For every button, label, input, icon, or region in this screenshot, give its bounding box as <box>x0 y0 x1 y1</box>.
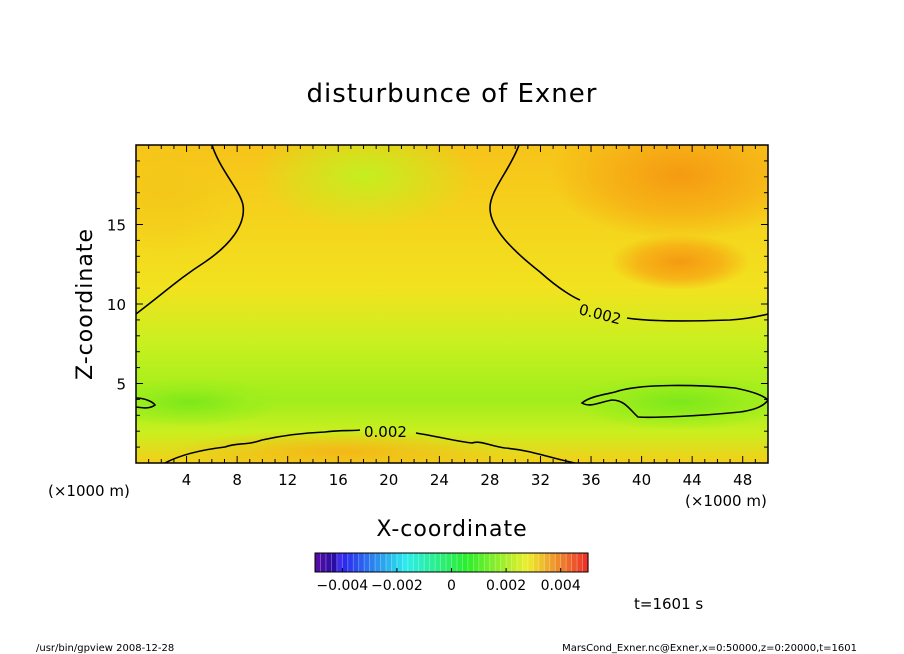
x-tick-label: 24 <box>430 471 449 489</box>
plot-field <box>136 145 768 463</box>
colorbar-cell <box>549 553 556 572</box>
colorbar-cell <box>451 553 458 572</box>
footer-left: /usr/bin/gpview 2008-12-28 <box>36 643 174 654</box>
contour-right-upper-b <box>626 313 768 322</box>
x-axis-label: X-coordinate <box>376 517 527 542</box>
colorbar-cell <box>566 553 573 572</box>
colorbar-cell <box>533 553 540 572</box>
x-tick-label: 8 <box>232 471 242 489</box>
colorbar-cell <box>402 553 409 572</box>
colorbar-cell <box>467 553 474 572</box>
y-axis-label: Z-coordinate <box>73 228 98 380</box>
x-tick-label: 28 <box>480 471 499 489</box>
contour-left-small <box>136 397 157 409</box>
colorbar-cell <box>336 553 343 572</box>
colorbar-cell <box>560 553 567 572</box>
colorbar-cell <box>462 553 469 572</box>
field-low-right <box>570 374 768 430</box>
colorbar-tick-label: −0.002 <box>371 578 423 594</box>
contour-left-upper <box>136 145 245 315</box>
colorbar-cell <box>571 553 578 572</box>
colorbar-cell <box>577 553 584 572</box>
x-axis-unit: (×1000 m) <box>685 492 767 510</box>
field-high-right <box>550 145 768 240</box>
colorbar-cell <box>489 553 496 572</box>
colorbar-tick-label: 0.004 <box>541 578 581 594</box>
colorbar-cell <box>544 553 551 572</box>
colorbar-cell <box>413 553 420 572</box>
colorbar <box>314 553 589 572</box>
y-axis-unit: (×1000 m) <box>48 482 130 500</box>
x-tick-label: 16 <box>329 471 348 489</box>
colorbar-cell <box>582 553 589 572</box>
time-label: t=1601 s <box>634 595 703 613</box>
colorbar-cell <box>342 553 349 572</box>
colorbar-cell <box>369 553 376 572</box>
colorbar-cell <box>522 553 529 572</box>
colorbar-cell <box>380 553 387 572</box>
colorbar-cell <box>484 553 491 572</box>
x-tick-label: 4 <box>182 471 192 489</box>
field-high-left <box>136 145 235 255</box>
colorbar-cell <box>385 553 393 572</box>
colorbar-tick-label: 0 <box>447 578 456 594</box>
colorbar-cell <box>500 553 507 572</box>
colorbar-cell <box>347 553 354 572</box>
colorbar-cell <box>315 553 322 572</box>
field-low-left <box>136 378 285 426</box>
colorbar-cell <box>555 553 562 572</box>
colorbar-cell <box>407 553 414 572</box>
colorbar-cell <box>396 553 403 572</box>
colorbar-cell <box>424 553 431 572</box>
colorbar-cell <box>331 553 338 572</box>
field-low-top <box>255 145 475 230</box>
x-axis-ticks: 4 8 12 16 20 24 28 32 36 40 44 48 <box>135 145 769 489</box>
colorbar-cell <box>517 553 524 572</box>
colorbar-cell <box>506 553 513 572</box>
colorbar-cell <box>320 553 327 572</box>
colorbar-tick-label: −0.004 <box>316 578 368 594</box>
x-tick-label: 32 <box>531 471 550 489</box>
colorbar-cell <box>511 553 518 572</box>
y-tick-label: 15 <box>107 217 126 235</box>
colorbar-cell <box>435 553 442 572</box>
contour-right-low <box>580 384 768 419</box>
contour-right-upper-a <box>489 145 581 301</box>
colorbar-cell <box>473 553 480 572</box>
colorbar-cell <box>358 553 365 572</box>
chart-title: disturbunce of Exner <box>307 79 598 109</box>
colorbar-cell <box>446 553 453 572</box>
x-tick-label: 40 <box>632 471 651 489</box>
y-tick-label: 5 <box>116 376 126 394</box>
x-tick-label: 36 <box>581 471 600 489</box>
colorbar-cell <box>538 553 545 572</box>
colorbar-cell <box>456 553 464 572</box>
colorbar-tick-label: 0.002 <box>486 578 526 594</box>
x-tick-label: 20 <box>379 471 398 489</box>
contour-label-lower: 0.002 <box>364 423 407 441</box>
colorbar-cell <box>495 553 502 572</box>
colorbar-cell <box>418 553 425 572</box>
colorbar-cell <box>325 553 332 572</box>
colorbar-cell <box>527 553 534 572</box>
colorbar-cell <box>364 553 371 572</box>
x-tick-label: 44 <box>683 471 702 489</box>
y-tick-label: 10 <box>107 296 126 314</box>
colorbar-cell <box>440 553 447 572</box>
colorbar-cell <box>391 553 398 572</box>
colorbar-cell <box>375 553 382 572</box>
footer-right: MarsCond_Exner.nc@Exner,x=0:50000,z=0:20… <box>562 643 857 654</box>
x-tick-label: 48 <box>733 471 752 489</box>
y-axis-ticks: 5 10 15 <box>107 144 768 464</box>
field-high-bottom <box>170 430 510 463</box>
colorbar-cell <box>353 553 360 572</box>
contour-bottom-a <box>164 429 361 463</box>
colorbar-ticks: −0.004 −0.002 0 0.002 0.004 <box>316 568 581 594</box>
colorbar-cell <box>478 553 485 572</box>
colorbar-cell <box>429 553 436 572</box>
contour-bottom-b <box>415 432 576 463</box>
field-high-right-mid <box>610 234 750 290</box>
x-tick-label: 12 <box>278 471 297 489</box>
